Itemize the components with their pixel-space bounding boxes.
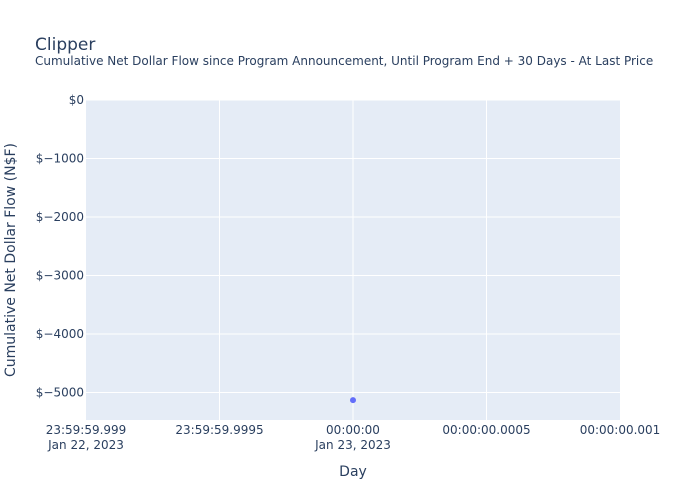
- y-tick-label: $−2000: [36, 210, 84, 224]
- x-tick-date-label: Jan 22, 2023: [47, 438, 124, 452]
- x-tick-label: 00:00:00.0005: [442, 423, 530, 437]
- x-axis-label: Day: [339, 464, 367, 480]
- y-tick-label: $−1000: [36, 152, 84, 166]
- y-tick-labels: $0 $−1000 $−2000 $−3000 $−4000 $−5000: [36, 93, 84, 400]
- y-tick-label: $−3000: [36, 269, 84, 283]
- x-tick-label: 23:59:59.9995: [175, 423, 263, 437]
- y-tick-label: $−4000: [36, 327, 84, 341]
- y-tick-label: $0: [69, 93, 84, 107]
- chart-subtitle: Cumulative Net Dollar Flow since Program…: [35, 54, 653, 68]
- x-tick-label: 00:00:00.001: [580, 423, 661, 437]
- x-tick-label: 23:59:59.999: [46, 423, 127, 437]
- x-tick-date-label: Jan 23, 2023: [314, 438, 391, 452]
- y-axis-label: Cumulative Net Dollar Flow (N$F): [3, 143, 19, 377]
- data-point: [350, 397, 356, 404]
- y-tick-label: $−5000: [36, 386, 84, 400]
- chart-title: Clipper: [35, 35, 95, 55]
- data-points: [350, 397, 356, 404]
- grid-lines: [86, 99, 620, 420]
- x-tick-label: 00:00:00: [326, 423, 380, 437]
